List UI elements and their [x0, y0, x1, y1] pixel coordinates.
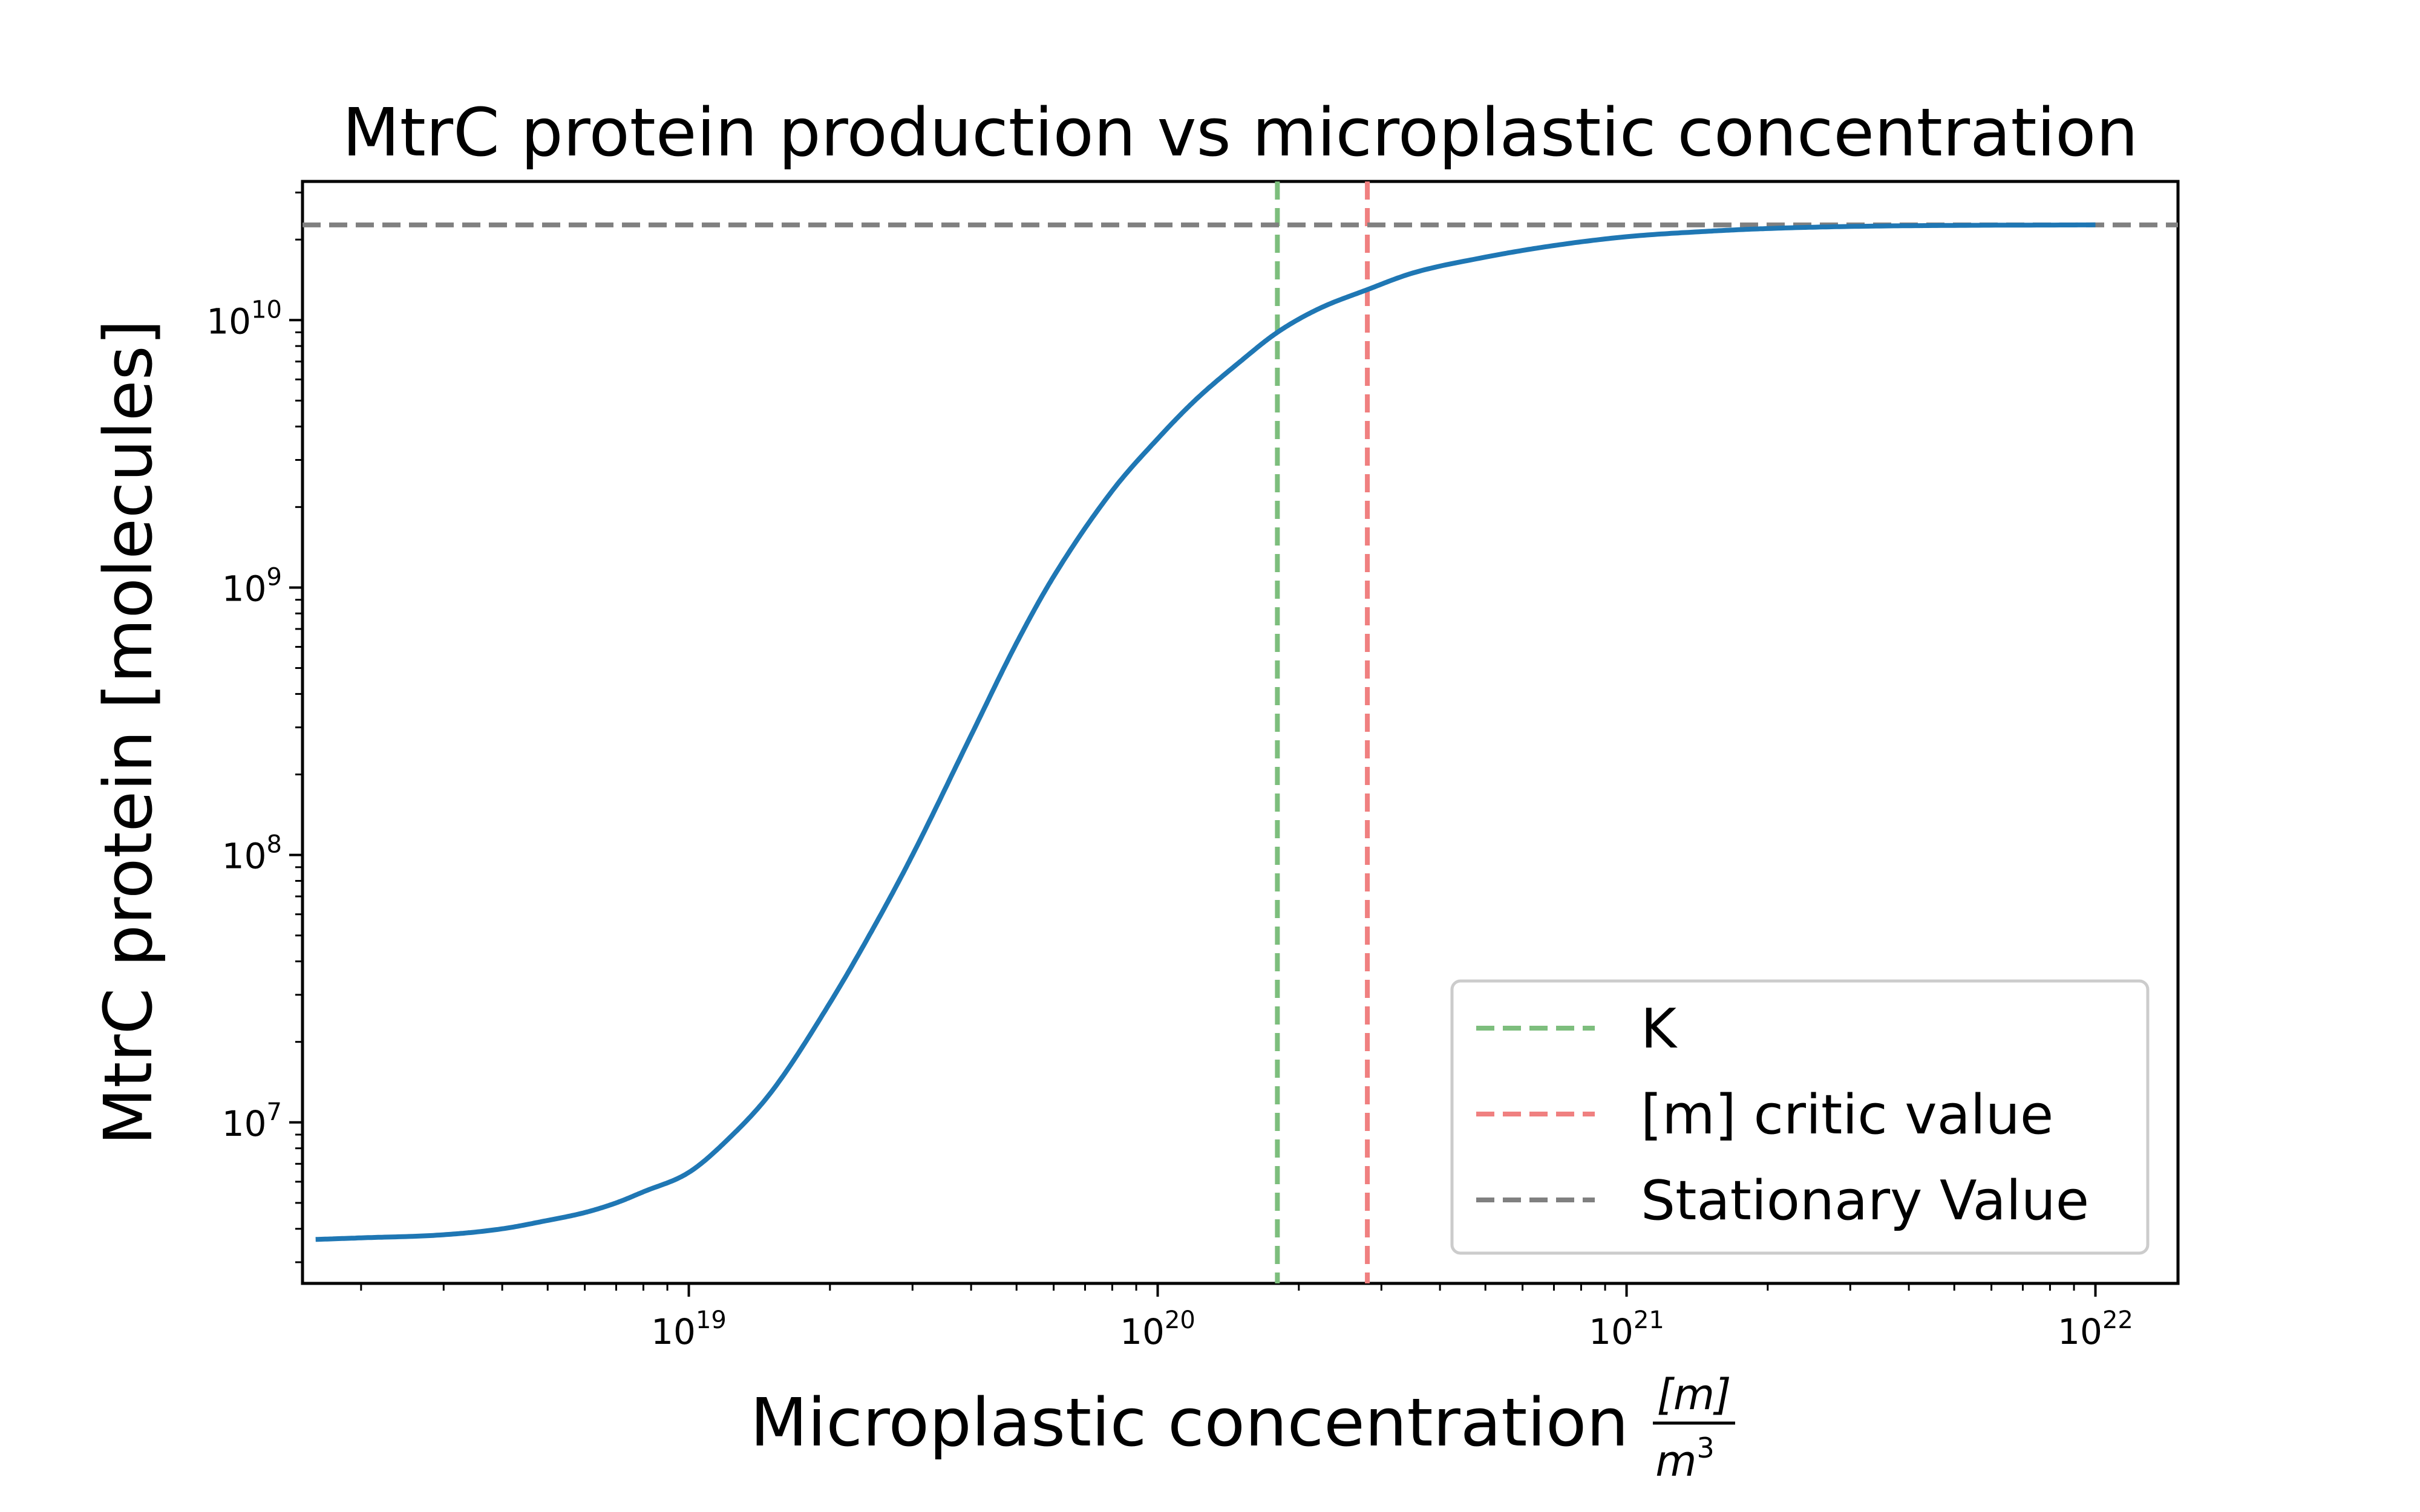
x-axis-unit-denominator: m3 [1655, 1432, 1714, 1486]
legend-label: K [1641, 997, 1678, 1061]
x-axis-unit-numerator: [m] [1657, 1370, 1732, 1419]
y-tick-label: 107 [222, 1098, 282, 1144]
chart-title: MtrC protein production vs microplastic … [342, 94, 2138, 171]
legend-label: Stationary Value [1641, 1169, 2089, 1233]
y-tick-label: 1010 [206, 296, 282, 342]
x-axis-label-text: Microplastic concentration [750, 1384, 1629, 1461]
x-tick-label: 1022 [2058, 1306, 2133, 1352]
plot-frame [301, 180, 2180, 1285]
x-tick-label: 1019 [651, 1306, 727, 1352]
x-tick-label: 1020 [1120, 1306, 1195, 1352]
protein-curve-line [315, 222, 2096, 1242]
y-tick-label: 108 [222, 831, 282, 877]
y-major-ticks: 107 108 109 1010 [206, 296, 302, 1144]
x-major-ticks: 1019 1020 1021 1022 [651, 1283, 2133, 1352]
y-minor-ticks [295, 191, 302, 1263]
x-tick-label: 1021 [1589, 1306, 1664, 1352]
legend-label: [m] critic value [1641, 1083, 2053, 1147]
x-minor-ticks [360, 1283, 2075, 1291]
legend: K [m] critic value Stationary Value [1450, 979, 2150, 1255]
y-tick-label: 109 [222, 563, 282, 609]
x-axis-label: Microplastic concentration [m] m3 [750, 1370, 1735, 1486]
reference-lines [302, 181, 2178, 1283]
y-axis-label: MtrC protein [molecules] [90, 319, 167, 1145]
legend-box [1450, 979, 2150, 1255]
